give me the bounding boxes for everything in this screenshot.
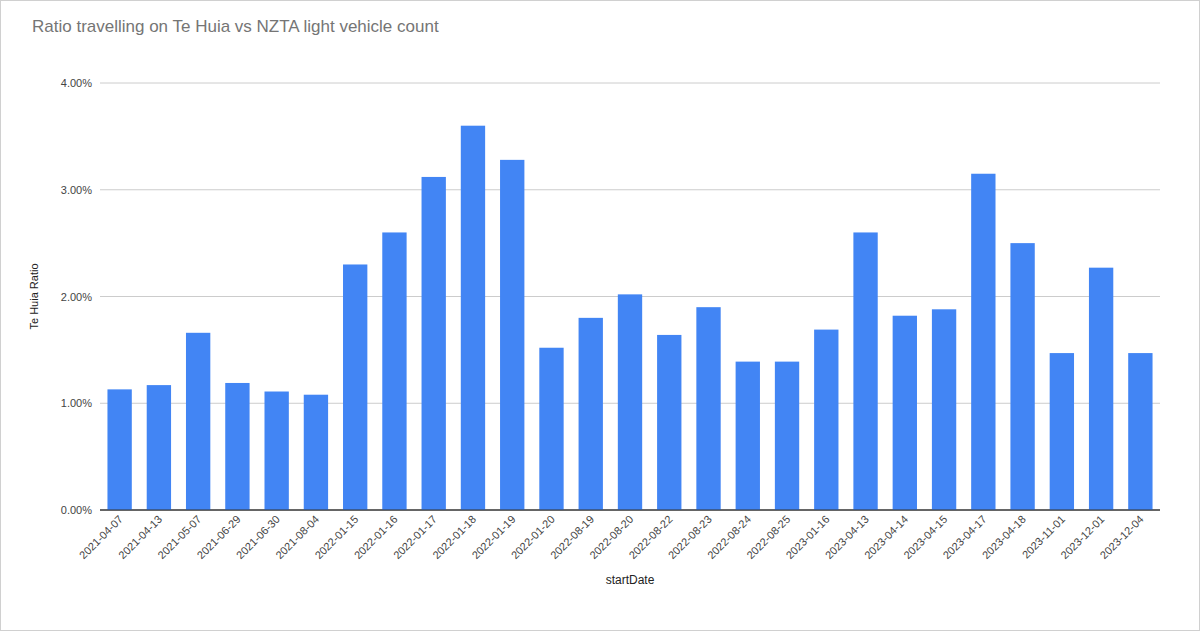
chart-container: Ratio travelling on Te Huia vs NZTA ligh… [0,0,1200,631]
bar [264,392,288,510]
bar [971,174,995,510]
bar [696,307,720,510]
bar [500,160,524,510]
y-axis-title: Te Huia Ratio [28,263,40,329]
bar [893,316,917,510]
page: {"chart_data": {"type": "bar", "title": … [0,0,1200,631]
bar [1010,243,1034,510]
bar [343,264,367,510]
bar [736,362,760,510]
bar [814,330,838,510]
bar [186,333,210,510]
bar [579,318,603,510]
y-tick-label: 2.00% [61,291,92,303]
bar [461,126,485,510]
x-axis-title: startDate [606,573,655,587]
bar [1089,268,1113,510]
bars [107,126,1152,510]
chart-svg: Ratio travelling on Te Huia vs NZTA ligh… [0,0,1200,631]
x-axis-line [100,510,1160,511]
y-tick-label: 3.00% [61,184,92,196]
x-tick-label: 2023-12-04 [1098,513,1146,561]
bar [932,309,956,510]
grid-line [100,189,1160,190]
y-tick-label: 1.00% [61,397,92,409]
bar [657,335,681,510]
grid-line [100,83,1160,84]
bar [1128,353,1152,510]
background [1,1,1200,631]
bar [147,385,171,510]
y-tick-label: 4.00% [61,77,92,89]
bar [853,232,877,510]
bar [775,362,799,510]
bar [422,177,446,510]
bar [382,232,406,510]
y-tick-label: 0.00% [61,504,92,516]
bar [1050,353,1074,510]
bar [304,395,328,510]
title: Ratio travelling on Te Huia vs NZTA ligh… [32,17,439,36]
bar [539,348,563,510]
grid-line [100,510,1160,511]
bar [225,383,249,510]
bar [618,294,642,510]
bar [107,389,131,510]
